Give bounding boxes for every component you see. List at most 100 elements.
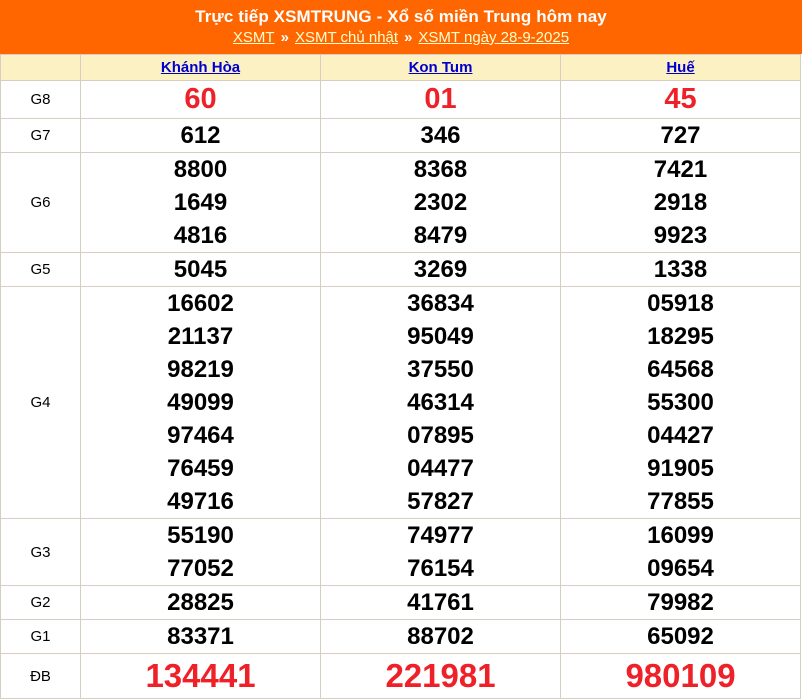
result-number: 45 xyxy=(664,83,697,115)
result-cell: 980109 xyxy=(560,653,801,699)
result-cell: 134441 xyxy=(80,653,321,699)
result-cell: 60 xyxy=(80,80,321,119)
result-number: 60 xyxy=(184,83,217,115)
breadcrumb-separator: » xyxy=(280,28,289,46)
result-number: 8800 xyxy=(173,156,228,183)
result-cell: 16099 09654 xyxy=(560,518,801,586)
result-cell: 05918 18295 64568 55300 04427 91905 7785… xyxy=(560,286,801,519)
prize-row-g7: G7 612 346 727 xyxy=(0,118,801,153)
prize-label-g6: G6 xyxy=(0,152,81,253)
result-number: 16099 xyxy=(647,522,714,549)
result-number: 79982 xyxy=(647,589,714,616)
result-number: 2302 xyxy=(413,189,468,216)
result-cell: 79982 xyxy=(560,585,801,620)
province-link-kon-tum[interactable]: Kon Tum xyxy=(408,59,473,76)
result-cell: 8368 2302 8479 xyxy=(320,152,561,253)
result-number: 04427 xyxy=(647,422,714,449)
result-number: 7421 xyxy=(653,156,708,183)
breadcrumb-separator: » xyxy=(404,28,413,46)
result-number: 980109 xyxy=(625,657,736,694)
result-cell: 36834 95049 37550 46314 07895 04477 5782… xyxy=(320,286,561,519)
result-number: 77855 xyxy=(647,488,714,515)
prize-label-g5: G5 xyxy=(0,252,81,287)
result-number: 134441 xyxy=(145,657,256,694)
result-number: 8368 xyxy=(413,156,468,183)
breadcrumb-link-xsmt-chu-nhat[interactable]: XSMT chủ nhật xyxy=(294,28,399,46)
result-number: 16602 xyxy=(167,290,234,317)
result-number: 37550 xyxy=(407,356,474,383)
prize-row-g2: G2 28825 41761 79982 xyxy=(0,585,801,620)
result-cell: 28825 xyxy=(80,585,321,620)
prize-label-g3: G3 xyxy=(0,518,81,586)
result-number: 21137 xyxy=(167,323,234,350)
result-number: 28825 xyxy=(167,589,234,616)
province-header-khanh-hoa: Khánh Hòa xyxy=(80,54,321,81)
prize-row-g1: G1 83371 88702 65092 xyxy=(0,619,801,654)
prize-row-db: ĐB 134441 221981 980109 xyxy=(0,653,801,699)
result-number: 8479 xyxy=(413,222,468,249)
result-number: 91905 xyxy=(647,455,714,482)
result-number: 2918 xyxy=(653,189,708,216)
result-cell: 16602 21137 98219 49099 97464 76459 4971… xyxy=(80,286,321,519)
result-number: 221981 xyxy=(385,657,496,694)
page-header: Trực tiếp XSMTRUNG - Xổ số miền Trung hô… xyxy=(0,0,802,54)
province-header-hue: Huế xyxy=(560,54,801,81)
result-number: 83371 xyxy=(167,623,234,650)
result-number: 04477 xyxy=(407,455,474,482)
result-cell: 3269 xyxy=(320,252,561,287)
result-number: 55300 xyxy=(647,389,714,416)
result-number: 57827 xyxy=(407,488,474,515)
result-cell: 221981 xyxy=(320,653,561,699)
result-number: 76154 xyxy=(407,555,474,582)
prize-label-g7: G7 xyxy=(0,118,81,153)
corner-cell xyxy=(0,54,81,81)
result-number: 346 xyxy=(420,122,461,149)
result-cell: 65092 xyxy=(560,619,801,654)
result-number: 36834 xyxy=(407,290,474,317)
result-number: 09654 xyxy=(647,555,714,582)
result-cell: 01 xyxy=(320,80,561,119)
result-cell: 55190 77052 xyxy=(80,518,321,586)
result-number: 07895 xyxy=(407,422,474,449)
result-number: 55190 xyxy=(167,522,234,549)
prize-row-g8: G8 60 01 45 xyxy=(0,80,801,119)
result-number: 65092 xyxy=(647,623,714,650)
breadcrumb: XSMT » XSMT chủ nhật » XSMT ngày 28-9-20… xyxy=(232,28,570,47)
result-number: 46314 xyxy=(407,389,474,416)
result-cell: 45 xyxy=(560,80,801,119)
prize-row-g3: G3 55190 77052 74977 76154 16099 09654 xyxy=(0,518,801,586)
province-link-khanh-hoa[interactable]: Khánh Hòa xyxy=(160,59,241,76)
result-number: 97464 xyxy=(167,422,234,449)
result-cell: 727 xyxy=(560,118,801,153)
result-number: 64568 xyxy=(647,356,714,383)
result-number: 1338 xyxy=(653,256,708,283)
prize-label-db: ĐB xyxy=(0,653,81,699)
prize-label-g2: G2 xyxy=(0,585,81,620)
breadcrumb-link-xsmt-date[interactable]: XSMT ngày 28-9-2025 xyxy=(418,28,570,46)
result-number: 88702 xyxy=(407,623,474,650)
result-cell: 74977 76154 xyxy=(320,518,561,586)
result-cell: 7421 2918 9923 xyxy=(560,152,801,253)
prize-label-g1: G1 xyxy=(0,619,81,654)
prize-label-g4: G4 xyxy=(0,286,81,519)
result-number: 49716 xyxy=(167,488,234,515)
result-number: 98219 xyxy=(167,356,234,383)
province-header-row: Khánh Hòa Kon Tum Huế xyxy=(0,54,801,81)
result-number: 5045 xyxy=(173,256,228,283)
result-number: 76459 xyxy=(167,455,234,482)
result-number: 77052 xyxy=(167,555,234,582)
result-cell: 41761 xyxy=(320,585,561,620)
result-number: 3269 xyxy=(413,256,468,283)
result-cell: 88702 xyxy=(320,619,561,654)
province-link-hue[interactable]: Huế xyxy=(666,59,695,76)
prize-label-g8: G8 xyxy=(0,80,81,119)
result-number: 41761 xyxy=(407,589,474,616)
breadcrumb-link-xsmt[interactable]: XSMT xyxy=(232,28,275,46)
result-number: 1649 xyxy=(173,189,228,216)
result-number: 18295 xyxy=(647,323,714,350)
result-number: 01 xyxy=(424,83,457,115)
result-number: 05918 xyxy=(647,290,714,317)
prize-row-g4: G4 16602 21137 98219 49099 97464 76459 4… xyxy=(0,286,801,519)
prize-row-g6: G6 8800 1649 4816 8368 2302 8479 7421 29… xyxy=(0,152,801,253)
result-number: 74977 xyxy=(407,522,474,549)
